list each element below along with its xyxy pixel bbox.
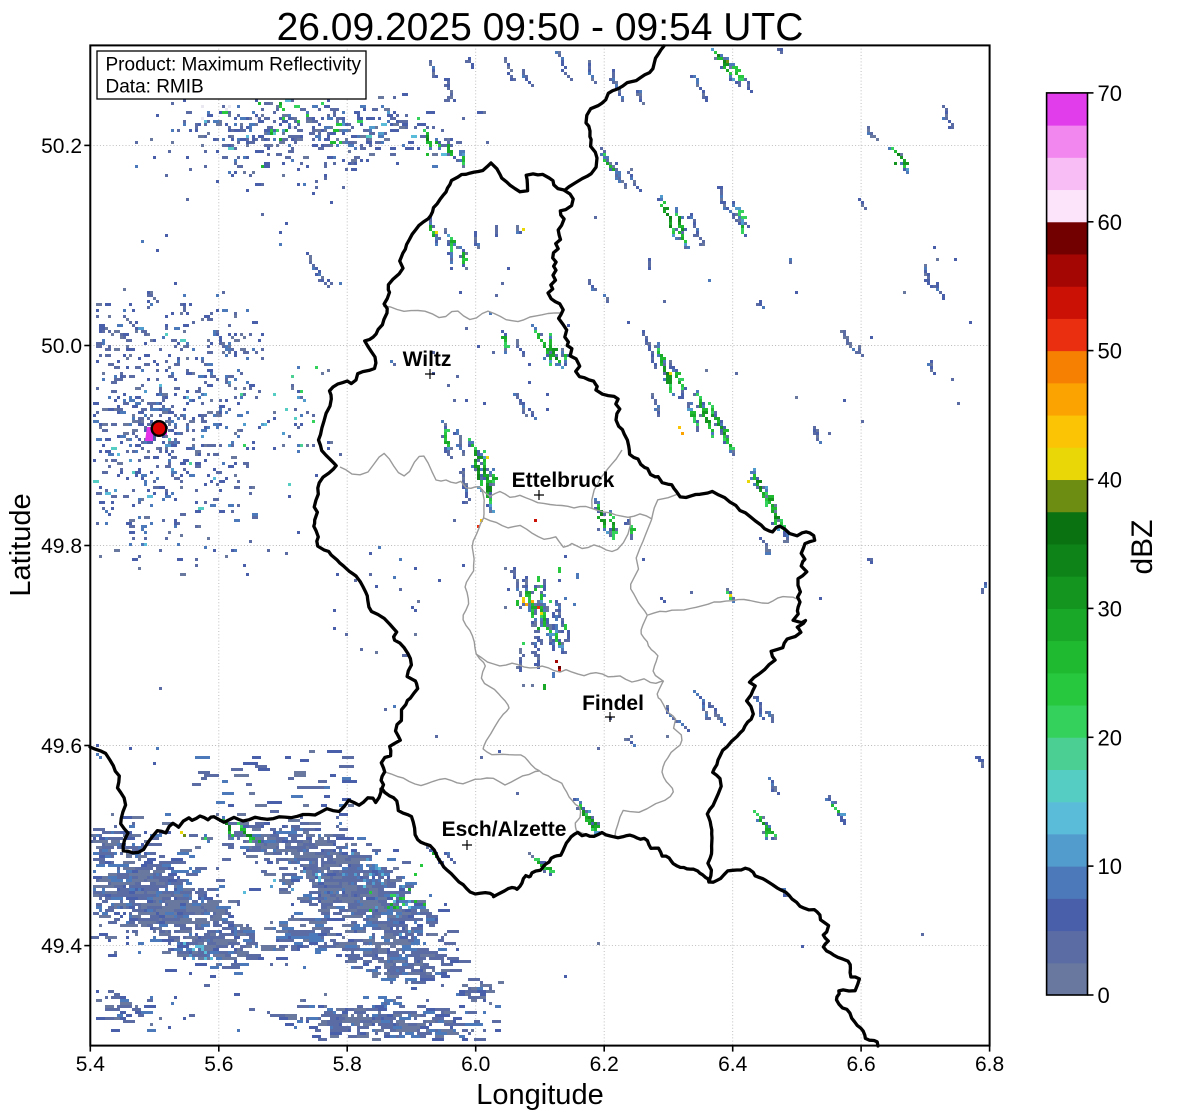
svg-text:Latitude: Latitude [5, 493, 37, 596]
svg-text:49.4: 49.4 [41, 935, 82, 958]
svg-text:dBZ: dBZ [1126, 519, 1159, 574]
svg-text:Product: Maximum Reflectivity: Product: Maximum Reflectivity [106, 55, 362, 76]
svg-text:6.2: 6.2 [590, 1053, 619, 1076]
svg-text:Esch/Alzette: Esch/Alzette [442, 818, 567, 841]
svg-text:5.6: 5.6 [204, 1053, 233, 1076]
svg-text:5.8: 5.8 [333, 1053, 362, 1076]
svg-text:26.09.2025 09:50 - 09:54 UTC: 26.09.2025 09:50 - 09:54 UTC [277, 6, 804, 49]
svg-text:Data: RMIB: Data: RMIB [106, 77, 204, 98]
svg-text:70: 70 [1098, 81, 1122, 106]
svg-text:49.6: 49.6 [41, 735, 82, 758]
svg-text:10: 10 [1098, 854, 1122, 879]
svg-text:60: 60 [1098, 210, 1122, 235]
svg-text:50.0: 50.0 [41, 335, 82, 358]
svg-text:0: 0 [1098, 983, 1110, 1008]
svg-text:Ettelbruck: Ettelbruck [512, 469, 615, 492]
svg-text:Wiltz: Wiltz [403, 348, 452, 371]
svg-text:Longitude: Longitude [476, 1079, 603, 1111]
svg-text:50: 50 [1098, 339, 1122, 364]
svg-text:20: 20 [1098, 725, 1122, 750]
svg-text:6.0: 6.0 [461, 1053, 490, 1076]
svg-text:6.8: 6.8 [975, 1053, 1004, 1076]
svg-text:30: 30 [1098, 596, 1122, 621]
svg-text:5.4: 5.4 [76, 1053, 106, 1076]
svg-text:6.4: 6.4 [718, 1053, 748, 1076]
svg-text:50.2: 50.2 [41, 135, 82, 158]
svg-text:Findel: Findel [582, 692, 644, 715]
svg-text:6.6: 6.6 [846, 1053, 875, 1076]
svg-text:40: 40 [1098, 468, 1122, 493]
svg-text:49.8: 49.8 [41, 535, 82, 558]
